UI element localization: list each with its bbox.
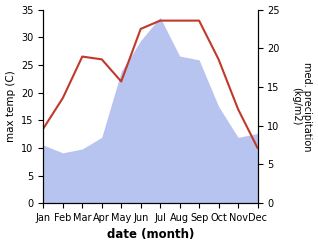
Y-axis label: max temp (C): max temp (C) — [5, 70, 16, 142]
Y-axis label: med. precipitation
(kg/m2): med. precipitation (kg/m2) — [291, 62, 313, 151]
X-axis label: date (month): date (month) — [107, 228, 194, 242]
